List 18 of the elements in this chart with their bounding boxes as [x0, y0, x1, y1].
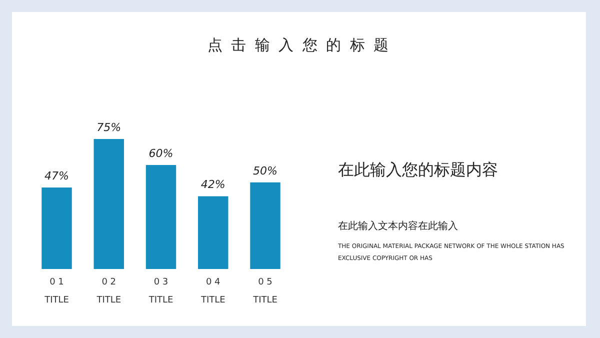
x-tick-label: 0 1 TITLE [44, 278, 70, 306]
x-tick-label: 0 5 TITLE [252, 278, 278, 306]
bar [146, 165, 176, 269]
x-tick-label: 0 3 TITLE [148, 278, 174, 306]
bar [42, 188, 72, 269]
bar [94, 139, 124, 269]
data-label: 60% [148, 147, 174, 160]
data-label: 50% [253, 164, 278, 178]
x-tick-label: 0 2 TITLE [96, 278, 122, 306]
text: 在此输入您的标题内容 [338, 160, 499, 181]
bar [250, 182, 280, 269]
text: 在此输入文本内容在此输入 [338, 220, 459, 233]
chart-title: 点 击 输 入 您 的 标 题 [206, 36, 392, 55]
data-label: 42% [200, 178, 226, 192]
bar [198, 196, 228, 269]
data-label: 75% [96, 121, 122, 134]
x-tick-label: 0 4 TITLE [200, 278, 226, 306]
data-label: 47% [44, 170, 69, 183]
